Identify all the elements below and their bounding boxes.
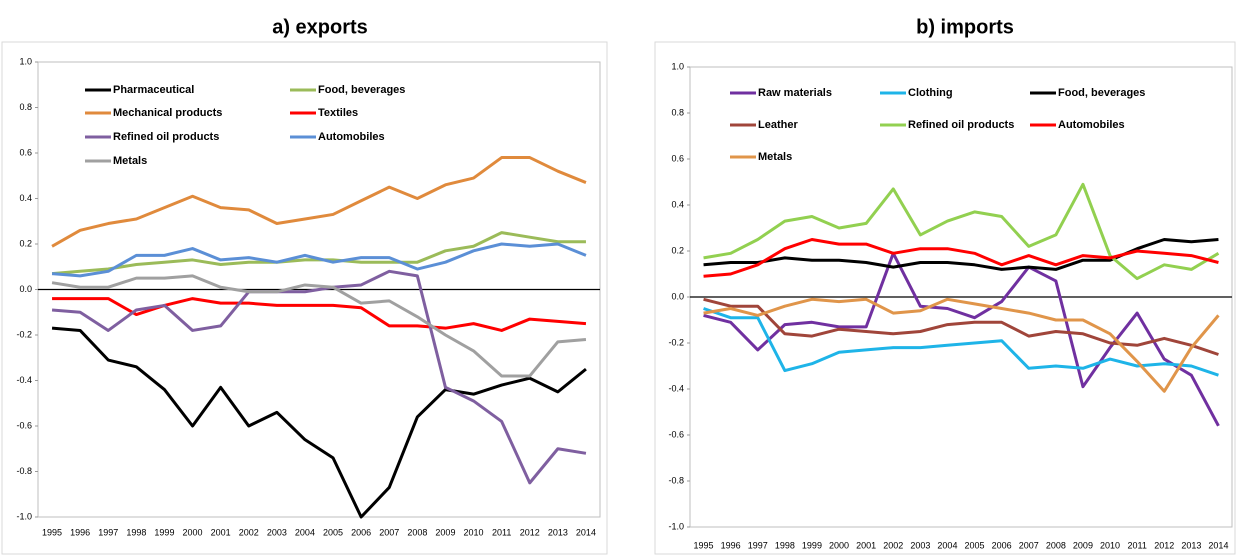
legend-label: Textiles: [318, 107, 358, 119]
y-tick-label: 0.8: [671, 107, 684, 117]
x-tick-label: 2007: [379, 527, 399, 537]
x-tick-label: 2012: [520, 527, 540, 537]
x-tick-label: 2001: [211, 527, 231, 537]
legend-label: Pharmaceutical: [113, 84, 194, 96]
y-tick-label: -0.8: [16, 466, 32, 476]
y-tick-label: 0.0: [19, 284, 32, 294]
x-tick-label: 1995: [694, 540, 714, 550]
x-tick-label: 2008: [1046, 540, 1066, 550]
series-line: [703, 238, 1219, 278]
y-tick-label: 0.6: [19, 147, 32, 157]
x-tick-label: 2007: [1019, 540, 1039, 550]
x-tick-label: 1997: [748, 540, 768, 550]
legend-label: Leather: [758, 119, 798, 131]
legend-label: Refined oil products: [113, 131, 219, 143]
x-tick-label: 2009: [435, 527, 455, 537]
chart-frame: [654, 41, 1236, 555]
x-tick-label: 2005: [323, 527, 343, 537]
x-tick-label: 1998: [775, 540, 795, 550]
y-tick-label: -0.2: [668, 337, 684, 347]
legend-label: Mechanical products: [113, 107, 222, 119]
x-tick-label: 2006: [992, 540, 1012, 550]
x-tick-label: 2002: [883, 540, 903, 550]
x-tick-label: 1998: [126, 527, 146, 537]
x-tick-label: 2010: [464, 527, 484, 537]
x-tick-label: 2001: [856, 540, 876, 550]
x-tick-label: 1995: [42, 527, 62, 537]
series-line: [703, 297, 1220, 393]
series-line: [703, 182, 1220, 281]
series-line: [703, 251, 1220, 427]
x-tick-label: 2000: [183, 527, 203, 537]
x-tick-label: 2009: [1073, 540, 1093, 550]
legend-label: Metals: [758, 151, 792, 163]
legend-label: Food, beverages: [318, 84, 405, 96]
x-tick-label: 2005: [965, 540, 985, 550]
x-tick-label: 2004: [295, 527, 315, 537]
legend-label: Automobiles: [318, 131, 385, 143]
legend-label: Refined oil products: [908, 119, 1014, 131]
x-tick-label: 2004: [937, 540, 957, 550]
x-tick-label: 2012: [1154, 540, 1174, 550]
x-tick-label: 2003: [910, 540, 930, 550]
x-tick-label: 2013: [1181, 540, 1201, 550]
series-line: [51, 326, 587, 519]
x-tick-label: 1997: [98, 527, 118, 537]
x-tick-label: 2000: [829, 540, 849, 550]
y-tick-label: 0.4: [19, 193, 32, 203]
y-tick-label: 0.2: [19, 238, 32, 248]
x-tick-label: 2002: [239, 527, 259, 537]
x-tick-label: 2011: [492, 527, 511, 537]
chart-frame: [1, 41, 608, 555]
series-line: [51, 231, 586, 276]
y-tick-label: 1.0: [671, 61, 684, 71]
x-tick-label: 1996: [721, 540, 741, 550]
legend-label: Clothing: [908, 87, 953, 99]
series-line: [703, 307, 1219, 377]
x-tick-label: 2003: [267, 527, 287, 537]
series-line: [51, 156, 587, 248]
legend-label: Raw materials: [758, 87, 832, 99]
series-line: [51, 269, 587, 485]
chart-title: b) imports: [916, 16, 1014, 38]
x-tick-label: 1996: [70, 527, 90, 537]
x-tick-label: 1999: [802, 540, 822, 550]
y-tick-label: 0.8: [19, 102, 32, 112]
x-tick-label: 1999: [154, 527, 174, 537]
legend-label: Automobiles: [1058, 119, 1125, 131]
y-tick-label: -0.6: [16, 420, 32, 430]
series-line: [703, 238, 1219, 271]
x-tick-label: 2014: [1208, 540, 1228, 550]
series-line: [51, 242, 587, 278]
x-tick-label: 2013: [548, 527, 568, 537]
y-tick-label: 0.6: [671, 153, 684, 163]
y-tick-label: 1.0: [19, 56, 32, 66]
x-tick-label: 2008: [407, 527, 427, 537]
y-tick-label: 0.0: [671, 291, 684, 301]
y-tick-label: -0.4: [668, 383, 684, 393]
series-line: [703, 297, 1219, 356]
x-tick-label: 2011: [1127, 540, 1146, 550]
x-tick-label: 2006: [351, 527, 371, 537]
legend-label: Food, beverages: [1058, 87, 1145, 99]
y-tick-label: -0.8: [668, 475, 684, 485]
y-tick-label: -0.4: [16, 375, 32, 385]
y-tick-label: -1.0: [668, 521, 684, 531]
series-line: [51, 274, 587, 378]
legend-label: Metals: [113, 155, 147, 167]
series-line: [52, 297, 587, 332]
chart-title: a) exports: [272, 16, 368, 38]
y-tick-label: -0.6: [668, 429, 684, 439]
x-tick-label: 2010: [1100, 540, 1120, 550]
x-tick-label: 2014: [576, 527, 596, 537]
y-tick-label: -1.0: [16, 511, 32, 521]
y-tick-label: 0.2: [671, 245, 684, 255]
y-tick-label: -0.2: [16, 329, 32, 339]
y-tick-label: 0.4: [671, 199, 684, 209]
